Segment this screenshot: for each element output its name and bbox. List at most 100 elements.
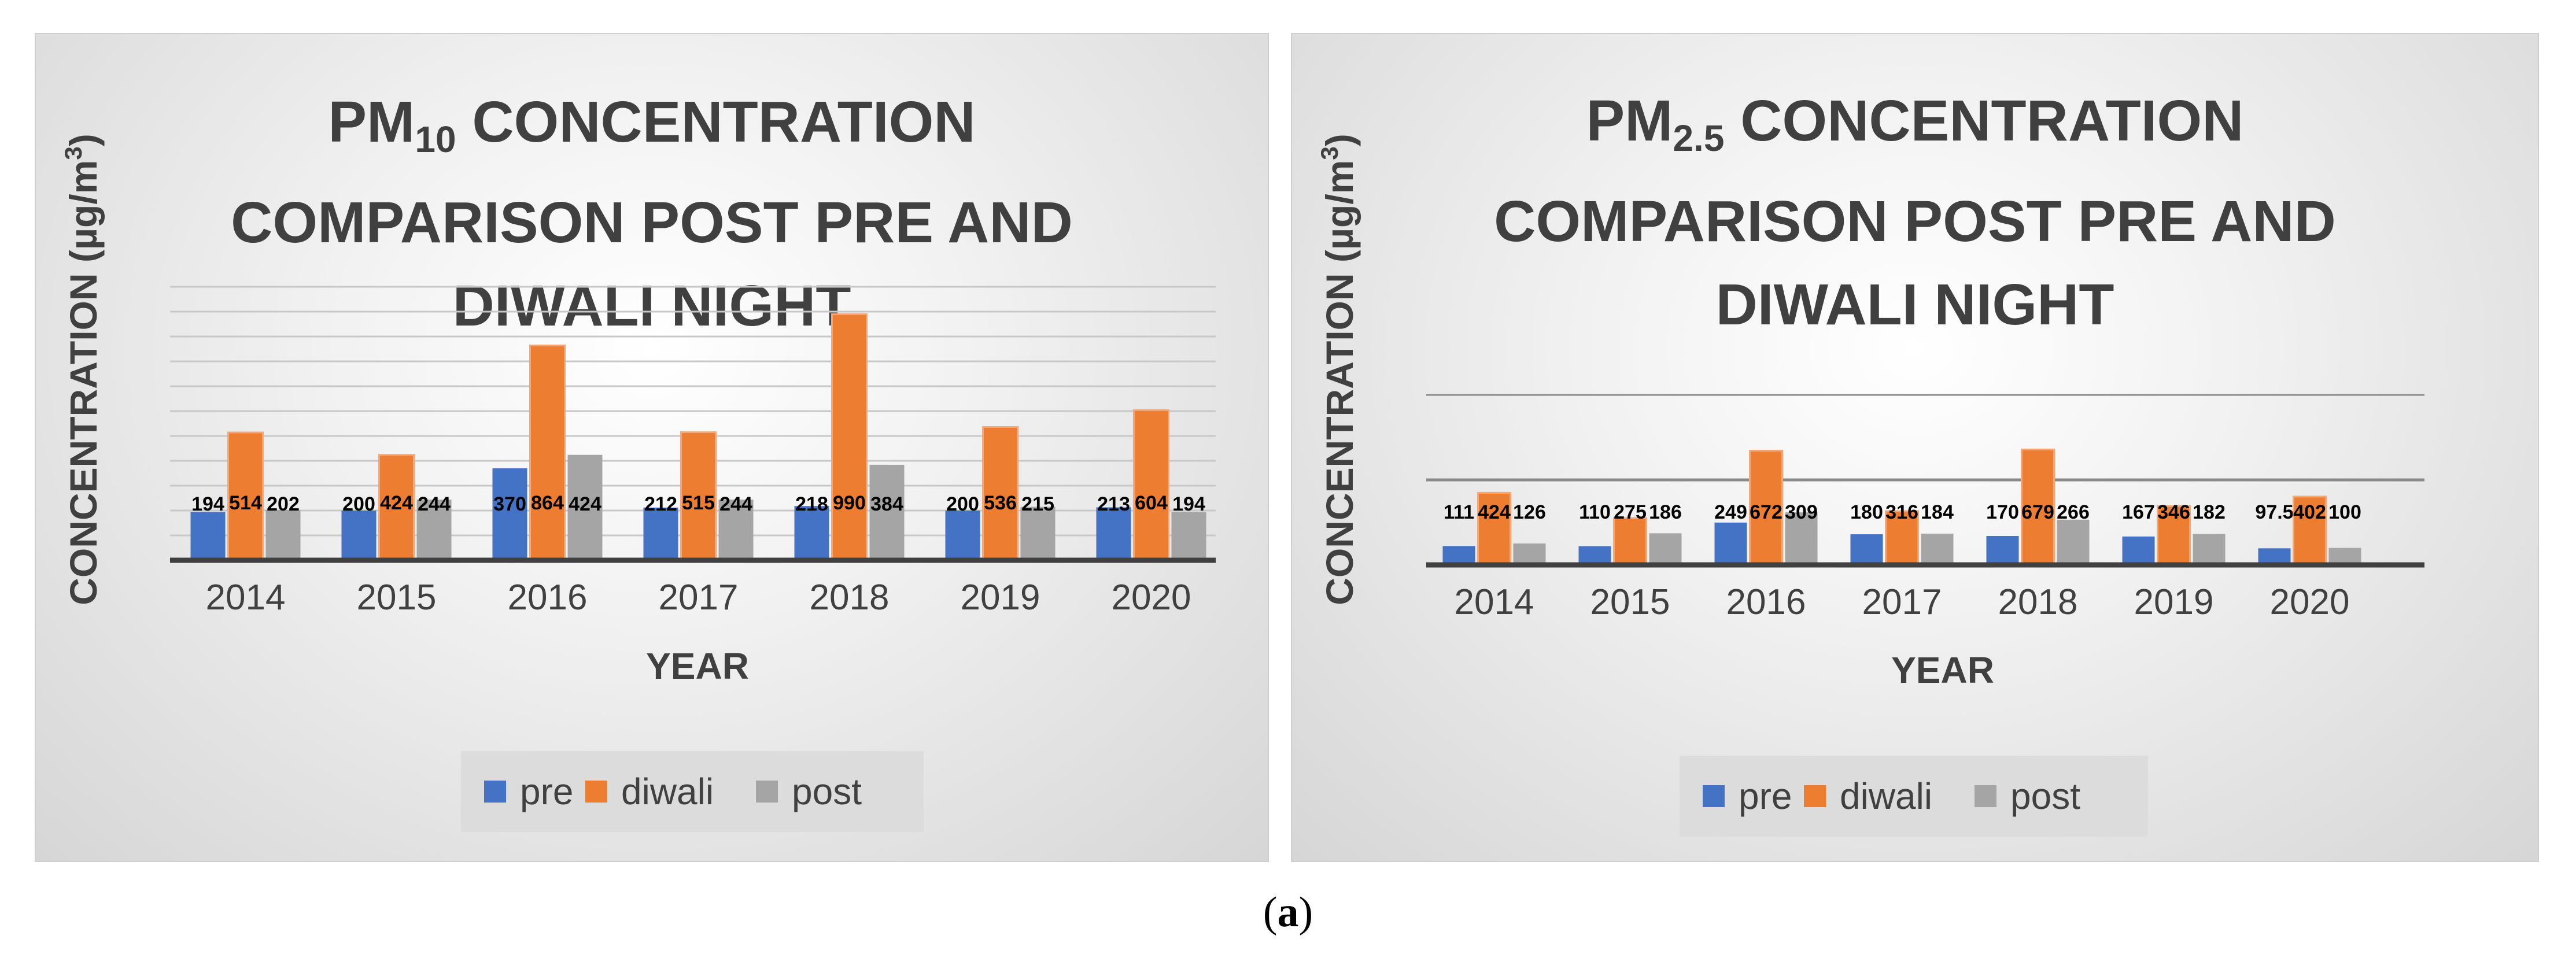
data-label-post-2020: 194 bbox=[1172, 493, 1205, 515]
data-label-diwali-2018: 679 bbox=[2021, 501, 2054, 523]
data-label-diwali-2020: 604 bbox=[1135, 492, 1168, 514]
data-label-diwali-2014: 514 bbox=[229, 492, 262, 514]
bar-post-2014 bbox=[265, 510, 301, 560]
data-label-pre-2017: 212 bbox=[644, 493, 677, 515]
bar-pre-2014 bbox=[1442, 546, 1475, 565]
bar-diwali-2015 bbox=[1613, 517, 1647, 566]
data-label-pre-2016: 370 bbox=[493, 493, 526, 515]
x-axis-label: YEAR bbox=[1891, 649, 1994, 691]
bar-diwali-2014 bbox=[227, 431, 264, 561]
pm25-plot-area: 111 424 126 2014 110 275 186 2015 249 672 309 2016 1… bbox=[1426, 394, 2424, 622]
pm10-chart-panel: PM10 CONCENTRATION COMPARISON POST PRE A… bbox=[35, 33, 1269, 862]
data-label-pre-2019: 200 bbox=[946, 493, 979, 515]
bar-post-2019 bbox=[2193, 534, 2226, 565]
bar-pre-2020 bbox=[2258, 548, 2291, 565]
data-label-post-2015: 244 bbox=[418, 493, 451, 515]
chart-title: PM10 CONCENTRATION COMPARISON POST PRE A… bbox=[231, 90, 1073, 338]
bar-pre-2019 bbox=[945, 511, 980, 560]
data-label-pre-2020: 213 bbox=[1097, 493, 1130, 515]
legend-swatch-diwali bbox=[585, 781, 607, 803]
legend-swatch-pre bbox=[484, 781, 506, 803]
bar-post-2016 bbox=[567, 454, 603, 560]
legend-swatch-post bbox=[756, 781, 778, 803]
x-tick-label-2019: 2019 bbox=[961, 578, 1040, 618]
data-label-diwali-2017: 316 bbox=[1885, 501, 1918, 523]
data-label-pre-2014: 111 bbox=[1444, 501, 1474, 523]
bar-post-2017 bbox=[718, 500, 754, 560]
data-label-post-2017: 184 bbox=[1921, 501, 1954, 523]
figure-caption: (a) bbox=[1263, 889, 1313, 936]
data-label-post-2019: 215 bbox=[1021, 493, 1054, 515]
data-label-pre-2018: 170 bbox=[1986, 501, 2019, 523]
data-label-pre-2015: 200 bbox=[342, 493, 375, 515]
data-label-pre-2018: 218 bbox=[795, 493, 828, 515]
bar-post-2016 bbox=[1785, 512, 1818, 565]
x-tick-label-2020: 2020 bbox=[1112, 578, 1191, 618]
bar-post-2014 bbox=[1513, 543, 1546, 565]
data-label-diwali-2019: 536 bbox=[984, 492, 1017, 514]
x-tick-label-2015: 2015 bbox=[1590, 582, 1670, 622]
bar-post-2018 bbox=[2057, 519, 2090, 565]
x-tick-label-2017: 2017 bbox=[1862, 582, 1942, 622]
bar-diwali-2016 bbox=[1749, 449, 1783, 566]
data-label-pre-2014: 194 bbox=[191, 493, 224, 515]
x-tick-label-2016: 2016 bbox=[1726, 582, 1806, 622]
data-label-post-2020: 100 bbox=[2328, 501, 2361, 523]
bar-pre-2020 bbox=[1096, 507, 1131, 560]
data-label-post-2014: 126 bbox=[1513, 501, 1546, 523]
bar-pre-2017 bbox=[643, 507, 678, 560]
x-tick-label-2018: 2018 bbox=[810, 578, 890, 618]
x-tick-label-2017: 2017 bbox=[659, 578, 739, 618]
data-label-post-2018: 384 bbox=[870, 493, 903, 515]
data-label-diwali-2015: 275 bbox=[1614, 501, 1647, 523]
data-label-diwali-2014: 424 bbox=[1478, 501, 1511, 523]
data-label-diwali-2018: 990 bbox=[833, 492, 866, 514]
data-label-post-2017: 244 bbox=[719, 493, 752, 515]
x-tick-label-2015: 2015 bbox=[357, 578, 437, 618]
bar-diwali-2018 bbox=[2021, 448, 2055, 566]
data-label-post-2019: 182 bbox=[2193, 501, 2226, 523]
legend-label-diwali: diwali bbox=[1840, 775, 1933, 817]
bar-post-2017 bbox=[1921, 533, 1954, 565]
bar-diwali-2016 bbox=[529, 344, 566, 561]
bar-post-2019 bbox=[1020, 506, 1056, 560]
bar-pre-2018 bbox=[1986, 536, 2019, 565]
data-label-post-2015: 186 bbox=[1649, 501, 1682, 523]
bar-pre-2015 bbox=[341, 511, 377, 560]
bar-pre-2014 bbox=[190, 512, 226, 560]
bar-pre-2015 bbox=[1578, 546, 1611, 565]
x-tick-label-2019: 2019 bbox=[2134, 582, 2214, 622]
x-tick-label-2016: 2016 bbox=[508, 578, 588, 618]
data-label-pre-2015: 110 bbox=[1579, 501, 1611, 523]
data-label-post-2016: 309 bbox=[1785, 501, 1818, 523]
data-label-diwali-2016: 672 bbox=[1750, 501, 1782, 523]
bar-post-2015 bbox=[1649, 533, 1682, 565]
legend-label-diwali: diwali bbox=[621, 771, 714, 812]
bar-diwali-2014 bbox=[1477, 491, 1511, 566]
chart-legend: pre diwali post bbox=[461, 751, 924, 832]
data-label-pre-2020: 97.5 bbox=[2255, 501, 2293, 523]
bar-diwali-2019 bbox=[2157, 505, 2191, 566]
bar-pre-2017 bbox=[1850, 534, 1883, 565]
legend-swatch-diwali bbox=[1804, 785, 1826, 807]
x-axis-label: YEAR bbox=[646, 645, 749, 687]
data-label-pre-2017: 180 bbox=[1850, 501, 1883, 523]
bar-pre-2016 bbox=[1714, 522, 1747, 565]
x-tick-label-2014: 2014 bbox=[1455, 582, 1534, 622]
pm25-chart-panel: PM2.5 CONCENTRATION COMPARISON POST PRE … bbox=[1291, 33, 2539, 862]
bar-diwali-2020 bbox=[2293, 496, 2327, 566]
data-label-diwali-2020: 402 bbox=[2293, 501, 2326, 523]
data-label-diwali-2015: 424 bbox=[380, 492, 413, 514]
data-label-diwali-2016: 864 bbox=[531, 492, 564, 514]
bar-pre-2019 bbox=[2122, 536, 2155, 565]
bar-post-2015 bbox=[416, 500, 452, 560]
bar-pre-2016 bbox=[492, 468, 527, 560]
data-label-post-2014: 202 bbox=[267, 493, 300, 515]
legend-swatch-post bbox=[1975, 785, 1996, 807]
bar-post-2018 bbox=[869, 464, 905, 560]
x-tick-label-2018: 2018 bbox=[1998, 582, 2078, 622]
bar-diwali-2017 bbox=[680, 431, 717, 561]
data-label-post-2018: 266 bbox=[2057, 501, 2090, 523]
data-label-post-2016: 424 bbox=[569, 493, 601, 515]
